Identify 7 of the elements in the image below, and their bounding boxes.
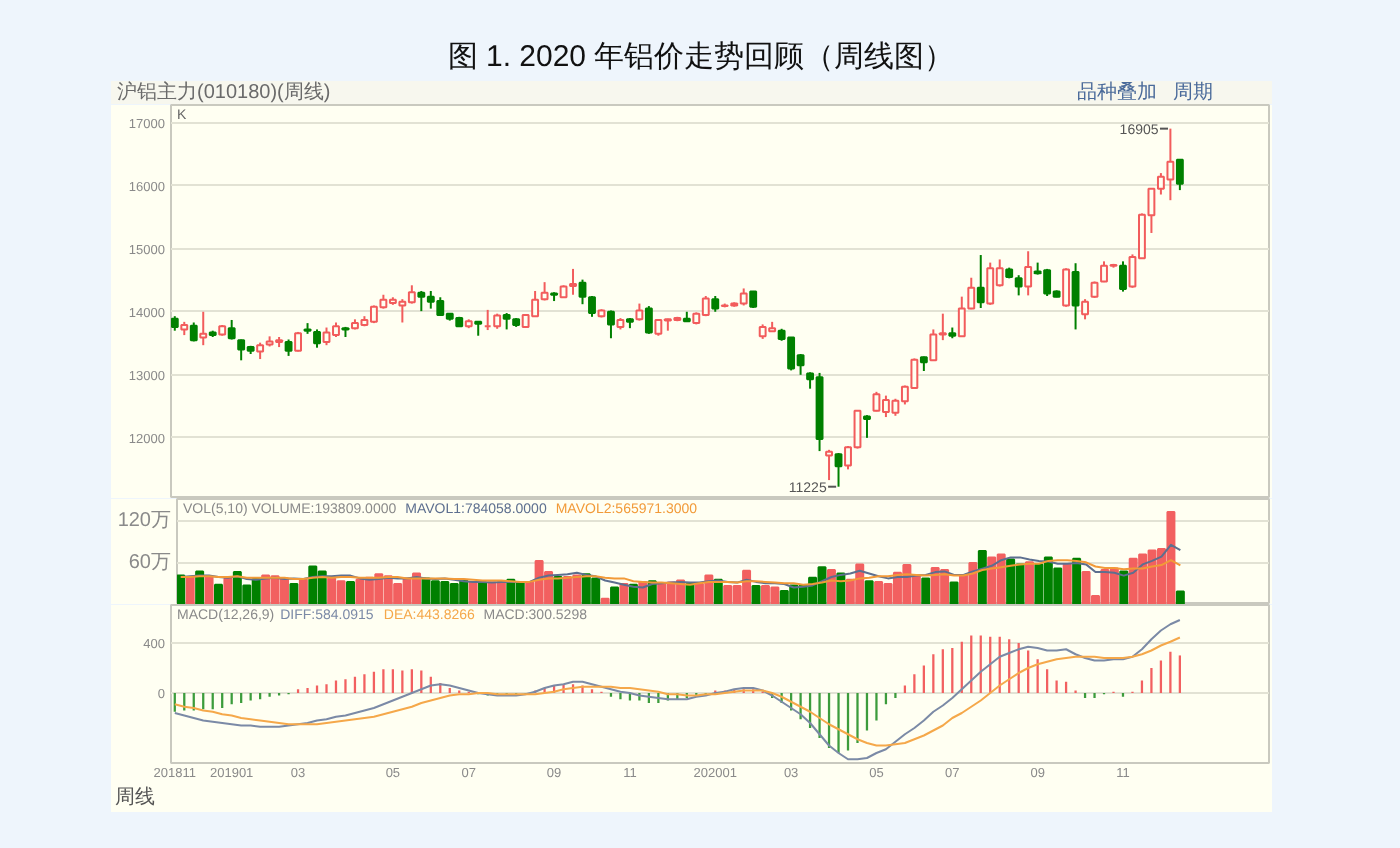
y-tick-label: 60万 — [128, 551, 171, 574]
chart-title: 图 1. 2020 年铝价走势回顾（周线图） — [447, 40, 955, 74]
y-tick-label: 120万 — [117, 509, 172, 532]
chart-subtitle: 沪铝主力(010180)(周线) — [117, 80, 331, 104]
text: 品种叠加 — [1077, 80, 1157, 104]
text: 周期 — [1173, 80, 1213, 104]
x-axis-title: 周线 — [115, 785, 155, 809]
